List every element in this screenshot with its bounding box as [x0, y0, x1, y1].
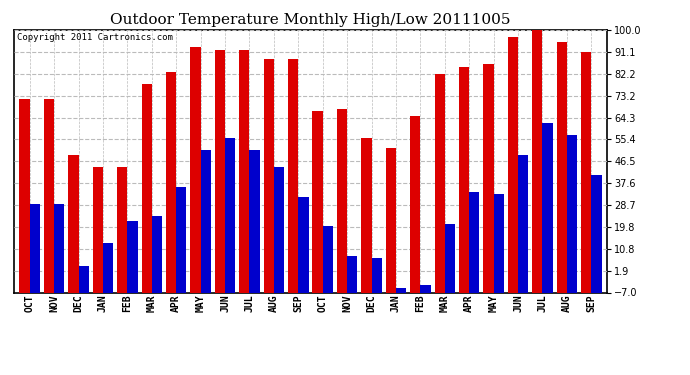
Bar [298, 197, 308, 292]
Bar [92, 167, 103, 292]
Bar [347, 256, 357, 292]
Title: Outdoor Temperature Monthly High/Low 20111005: Outdoor Temperature Monthly High/Low 201… [110, 13, 511, 27]
Bar [201, 150, 211, 292]
Bar [362, 138, 371, 292]
Bar [557, 42, 567, 292]
Bar [371, 258, 382, 292]
Bar [420, 285, 431, 292]
Bar [152, 216, 162, 292]
Text: Copyright 2011 Cartronics.com: Copyright 2011 Cartronics.com [17, 33, 172, 42]
Bar [591, 175, 602, 292]
Bar [518, 155, 529, 292]
Bar [79, 266, 89, 292]
Bar [128, 221, 137, 292]
Bar [337, 108, 347, 292]
Bar [215, 50, 225, 292]
Bar [469, 192, 480, 292]
Bar [68, 155, 79, 292]
Bar [542, 123, 553, 292]
Bar [225, 138, 235, 292]
Bar [190, 47, 201, 292]
Bar [54, 204, 64, 292]
Bar [532, 30, 542, 292]
Bar [264, 60, 274, 292]
Bar [239, 50, 250, 292]
Bar [410, 116, 420, 292]
Bar [19, 99, 30, 292]
Bar [103, 243, 113, 292]
Bar [493, 194, 504, 292]
Bar [274, 167, 284, 292]
Bar [313, 111, 323, 292]
Bar [396, 288, 406, 292]
Bar [567, 135, 577, 292]
Bar [44, 99, 54, 292]
Bar [166, 72, 176, 292]
Bar [250, 150, 259, 292]
Bar [386, 148, 396, 292]
Bar [484, 64, 493, 292]
Bar [459, 67, 469, 292]
Bar [508, 38, 518, 292]
Bar [176, 187, 186, 292]
Bar [323, 226, 333, 292]
Bar [435, 74, 445, 292]
Bar [30, 204, 40, 292]
Bar [581, 52, 591, 292]
Bar [445, 224, 455, 292]
Bar [288, 60, 298, 292]
Bar [117, 167, 128, 292]
Bar [141, 84, 152, 292]
